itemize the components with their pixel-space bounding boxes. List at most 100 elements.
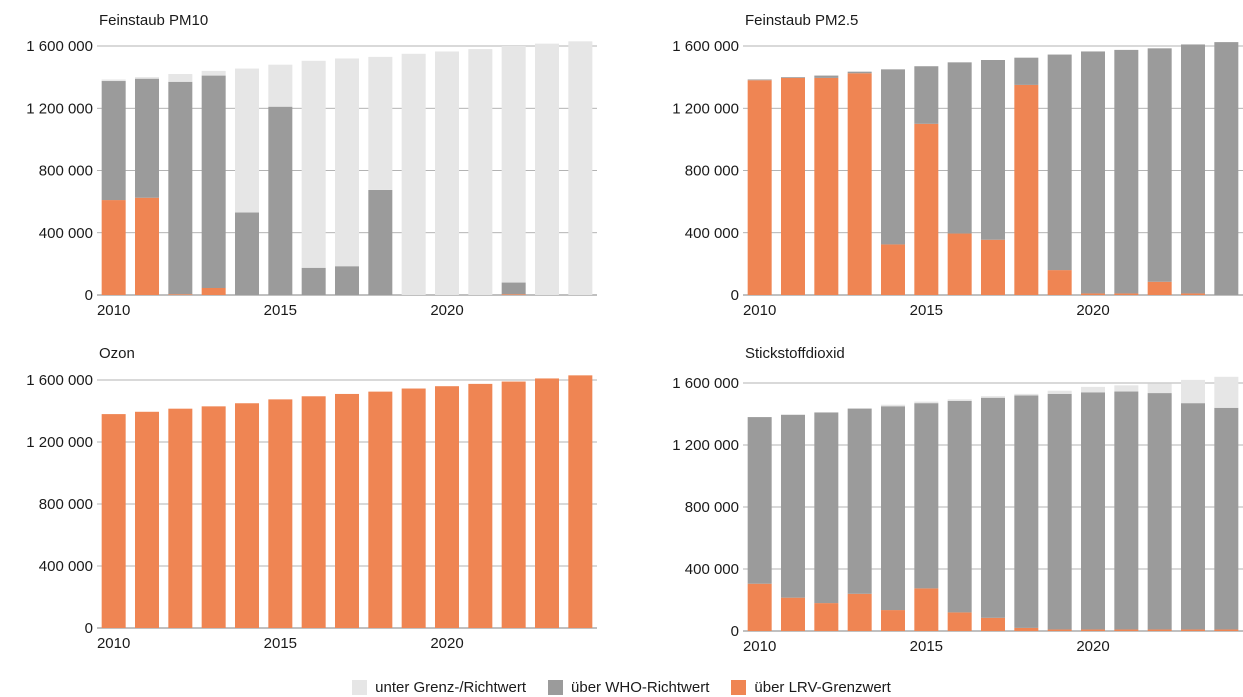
bar-lrv-2010 <box>747 80 772 295</box>
y-tick-label: 800 000 <box>39 163 93 180</box>
bar-below-2016 <box>947 399 972 401</box>
chart-title: Ozon <box>99 345 135 362</box>
bar-lrv-2020 <box>1081 629 1105 631</box>
bar-who-2019 <box>1047 54 1072 271</box>
bar-below-2010 <box>101 79 126 82</box>
bar-who-2011 <box>781 77 805 78</box>
bar-lrv-2013 <box>847 593 872 631</box>
bar-who-2015 <box>268 106 293 295</box>
bar-who-2012 <box>814 75 839 78</box>
bar-below-2018 <box>1014 393 1039 396</box>
bar-who-2021 <box>1114 49 1139 294</box>
legend-label-below: unter Grenz-/Richtwert <box>375 678 527 696</box>
bar-lrv-2022 <box>501 294 526 295</box>
x-tick-label: 2020 <box>1076 302 1109 319</box>
bar-below-2013 <box>201 70 226 76</box>
bar-who-2012 <box>168 81 193 295</box>
legend-item-who: über WHO-Richtwert <box>548 679 709 696</box>
bar-lrv-2013 <box>201 406 226 628</box>
bar-who-2015 <box>914 66 939 124</box>
bar-who-2020 <box>1081 51 1105 294</box>
bar-lrv-2019 <box>1047 270 1072 295</box>
y-tick-label: 800 000 <box>685 499 739 516</box>
bar-lrv-2023 <box>535 378 559 628</box>
y-tick-label: 400 000 <box>685 225 739 242</box>
y-tick-label: 1 600 000 <box>26 372 93 389</box>
y-tick-label: 0 <box>731 287 739 304</box>
bar-who-2011 <box>781 414 805 598</box>
bar-lrv-2020 <box>1081 293 1105 295</box>
bar-lrv-2017 <box>981 239 1005 295</box>
bar-who-2017 <box>981 60 1005 240</box>
x-tick-label: 2020 <box>1076 638 1109 655</box>
bar-below-2023 <box>1181 379 1205 404</box>
bar-who-2016 <box>301 267 326 295</box>
legend-swatch-who <box>548 679 564 695</box>
bar-who-2010 <box>747 417 772 584</box>
bar-lrv-2022 <box>501 381 526 628</box>
legend-swatch-lrv <box>731 679 747 695</box>
bar-lrv-2012 <box>814 77 839 295</box>
bar-who-2012 <box>814 412 839 604</box>
y-tick-label: 800 000 <box>39 496 93 513</box>
bar-lrv-2016 <box>947 612 972 631</box>
bar-who-2022 <box>1147 393 1172 630</box>
bar-who-2022 <box>501 282 526 295</box>
legend-label-lrv: über LRV-Grenzwert <box>754 678 891 696</box>
bar-below-2021 <box>1114 385 1139 392</box>
bar-who-2017 <box>335 266 359 295</box>
bar-below-2019 <box>1047 390 1072 394</box>
bar-who-2023 <box>1181 403 1205 630</box>
x-tick-label: 2010 <box>743 638 776 655</box>
bar-lrv-2020 <box>435 386 459 628</box>
chart-title: Feinstaub PM2.5 <box>745 12 858 29</box>
y-tick-label: 1 200 000 <box>26 100 93 117</box>
chart-panel-2: Ozon 0 400 000 800 000 1 200 000 1 600 000 201… <box>26 345 597 652</box>
bar-below-2020 <box>435 51 459 296</box>
bar-who-2018 <box>1014 395 1039 628</box>
bar-lrv-2016 <box>947 233 972 295</box>
bar-below-2014 <box>881 404 905 407</box>
y-tick-label: 1 200 000 <box>26 434 93 451</box>
chart-panel-1: Feinstaub PM2.5 0 400 000 800 000 1 200 000 1… <box>672 12 1243 319</box>
chart-panel-3: Stickstoffdioxid 0 400 000 800 000 1 200 000… <box>672 345 1243 655</box>
bar-lrv-2011 <box>781 597 805 631</box>
bar-who-2010 <box>101 81 126 201</box>
bar-below-2024 <box>568 41 593 295</box>
bar-lrv-2014 <box>235 403 259 628</box>
bar-below-2020 <box>1081 386 1105 393</box>
bar-below-2017 <box>335 58 359 267</box>
y-tick-label: 1 200 000 <box>672 100 739 117</box>
bar-lrv-2021 <box>1114 293 1139 295</box>
bar-lrv-2024 <box>1214 629 1239 631</box>
bar-who-2020 <box>1081 392 1105 630</box>
y-tick-label: 1 600 000 <box>672 38 739 55</box>
bar-lrv-2011 <box>135 411 159 628</box>
bar-lrv-2022 <box>1147 281 1172 295</box>
chart-title: Feinstaub PM10 <box>99 12 208 29</box>
bar-who-2021 <box>1114 391 1139 630</box>
bar-lrv-2015 <box>914 123 939 295</box>
y-tick-label: 0 <box>731 623 739 640</box>
bar-who-2019 <box>1047 393 1072 630</box>
bar-below-2019 <box>401 53 426 295</box>
bar-lrv-2017 <box>981 617 1005 631</box>
bar-lrv-2021 <box>468 383 493 628</box>
bar-lrv-2014 <box>881 244 905 295</box>
bar-lrv-2013 <box>847 73 872 295</box>
bar-who-2018 <box>368 189 393 295</box>
bar-lrv-2021 <box>1114 629 1139 631</box>
bar-lrv-2010 <box>747 583 772 631</box>
bar-lrv-2014 <box>881 610 905 631</box>
legend-item-below: unter Grenz-/Richtwert <box>352 679 526 696</box>
x-tick-label: 2015 <box>264 302 297 319</box>
legend-item-lrv: über LRV-Grenzwert <box>731 678 891 696</box>
bar-lrv-2016 <box>301 396 326 628</box>
bar-who-2023 <box>1181 44 1205 294</box>
bar-who-2014 <box>881 69 905 245</box>
bar-who-2018 <box>1014 57 1039 85</box>
bar-below-2014 <box>235 68 259 213</box>
chart-title: Stickstoffdioxid <box>745 345 845 362</box>
bar-who-2013 <box>847 408 872 594</box>
